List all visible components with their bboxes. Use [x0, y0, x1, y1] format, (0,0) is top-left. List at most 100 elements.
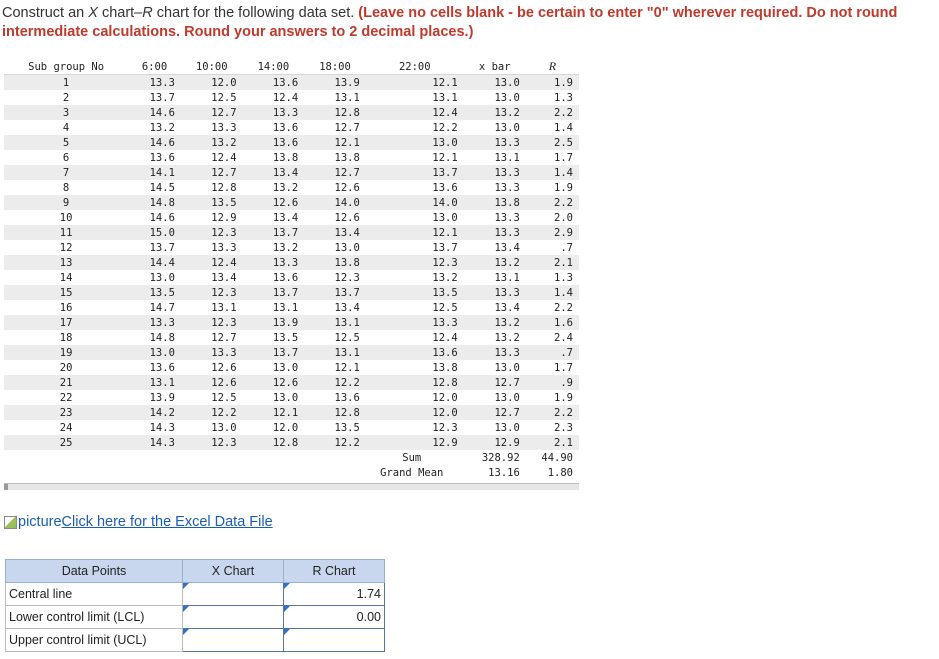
table-cell: 14.1	[128, 165, 181, 180]
table-cell: 2	[4, 90, 129, 105]
table-cell: 13.3	[128, 315, 181, 330]
table-cell: 12.3	[180, 435, 243, 450]
table-cell: 2.1	[525, 435, 579, 450]
x-lcl-input[interactable]	[182, 605, 284, 629]
table-body: 1 13.3 12.0 13.6 13.9 12.1 13.0 1.9 2 13.7 12.5 12.…	[4, 74, 579, 450]
table-cell: 2.1	[525, 255, 579, 270]
table-cell: 13.2	[463, 315, 526, 330]
table-cell: 2.3	[525, 420, 579, 435]
r-ucl-input[interactable]	[283, 628, 385, 652]
table-cell: 13.4	[242, 165, 305, 180]
table-cell: 13.1	[463, 150, 526, 165]
x-central-line-input[interactable]	[182, 582, 284, 606]
col-header-subgroup: Sub group No	[4, 59, 129, 75]
table-cell: 13.4	[242, 210, 305, 225]
table-cell: 12.5	[304, 330, 366, 345]
table-row: 7 14.1 12.7 13.4 12.7 13.7 13.3 1.4	[4, 165, 579, 180]
table-cell: 12.8	[180, 180, 243, 195]
table-cell: 13.3	[463, 180, 526, 195]
table-cell: 14.3	[128, 420, 181, 435]
table-cell: 13.1	[463, 270, 526, 285]
table-cell: 14.0	[304, 195, 366, 210]
table-cell: 13.3	[463, 345, 526, 360]
table-cell: 13.5	[242, 330, 305, 345]
answer-col-r-chart: R Chart	[283, 559, 385, 583]
table-cell: 15	[4, 285, 129, 300]
r-lcl-input[interactable]: 0.00	[283, 605, 385, 629]
table-cell: 12.2	[304, 435, 366, 450]
table-cell: 12.4	[365, 105, 464, 120]
table-cell: 13.0	[128, 270, 181, 285]
table-cell: 1.4	[525, 285, 579, 300]
table-cell: 14.7	[128, 300, 181, 315]
table-cell: 13.3	[463, 225, 526, 240]
table-row: 10 14.6 12.9 13.4 12.6 13.0 13.3 2.0	[4, 210, 579, 225]
table-cell: 14.3	[128, 435, 181, 450]
table-cell: 13.6	[242, 120, 305, 135]
table-cell: 14.0	[365, 195, 464, 210]
r-symbol: R	[142, 5, 153, 21]
table-cell: 1.7	[525, 360, 579, 375]
table-row: 5 14.6 13.2 13.6 12.1 13.0 13.3 2.5	[4, 135, 579, 150]
table-cell: 12.6	[180, 360, 243, 375]
table-row: 2 13.7 12.5 12.4 13.1 13.1 13.0 1.3	[4, 90, 579, 105]
table-cell: 12.9	[180, 210, 243, 225]
table-cell: 12.7	[180, 165, 243, 180]
table-cell: 2.2	[525, 300, 579, 315]
table-cell: 13.6	[242, 135, 305, 150]
central-line-label: Central line	[5, 582, 183, 606]
grand-mean-r: 1.80	[525, 465, 579, 480]
grand-mean-row: Grand Mean 13.16 1.80	[4, 465, 579, 480]
table-cell: 12.3	[180, 315, 243, 330]
horizontal-scrollbar[interactable]	[4, 483, 579, 490]
table-cell: 13.2	[463, 330, 526, 345]
table-cell: 19	[4, 345, 129, 360]
table-cell: 12.4	[180, 150, 243, 165]
input-marker-icon	[284, 606, 290, 612]
table-cell: 13.0	[463, 90, 526, 105]
scrollbar-thumb[interactable]	[4, 484, 8, 490]
col-header-1000: 10:00	[180, 59, 243, 75]
x-symbol: X	[88, 5, 98, 21]
excel-link-text[interactable]: Click here for the Excel Data File	[61, 514, 273, 530]
table-cell: 13.0	[463, 120, 526, 135]
table-cell: 1.7	[525, 150, 579, 165]
table-cell: 13.9	[128, 390, 181, 405]
table-cell: 14.5	[128, 180, 181, 195]
table-row: 16 14.7 13.1 13.1 13.4 12.5 13.4 2.2	[4, 300, 579, 315]
table-cell: 12.6	[242, 195, 305, 210]
table-cell: 13.6	[128, 360, 181, 375]
x-ucl-input[interactable]	[182, 628, 284, 652]
table-cell: 13.9	[304, 74, 366, 90]
table-cell: 13.7	[242, 285, 305, 300]
input-marker-icon	[284, 583, 290, 589]
table-row: 11 15.0 12.3 13.7 13.4 12.1 13.3 2.9	[4, 225, 579, 240]
table-cell: 12.9	[365, 435, 464, 450]
table-cell: 12.3	[180, 285, 243, 300]
table-cell: 2.9	[525, 225, 579, 240]
table-cell: 12.3	[180, 225, 243, 240]
table-cell: 1.4	[525, 120, 579, 135]
table-cell: 13.1	[128, 375, 181, 390]
grand-mean-label: Grand Mean	[365, 465, 464, 480]
table-cell: 12.1	[365, 225, 464, 240]
table-cell: 8	[4, 180, 129, 195]
table-cell: 12.8	[304, 405, 366, 420]
table-cell: 13.4	[463, 300, 526, 315]
table-cell: 13.6	[242, 74, 305, 90]
excel-data-link[interactable]: picture Click here for the Excel Data Fil…	[4, 514, 273, 530]
table-cell: 6	[4, 150, 129, 165]
table-cell: 13	[4, 255, 129, 270]
table-cell: 13.0	[242, 390, 305, 405]
answer-header-row: Data Points X Chart R Chart	[5, 559, 385, 583]
r-central-line-input[interactable]: 1.74	[283, 582, 385, 606]
table-cell: 13.7	[128, 240, 181, 255]
table-cell: 21	[4, 375, 129, 390]
table-cell: 13.0	[365, 210, 464, 225]
ucl-label: Upper control limit (UCL)	[5, 628, 183, 652]
table-row: 6 13.6 12.4 13.8 13.8 12.1 13.1 1.7	[4, 150, 579, 165]
input-marker-icon	[183, 629, 189, 635]
table-cell: 13.1	[304, 345, 366, 360]
table-cell: 13.6	[128, 150, 181, 165]
table-cell: 13.0	[463, 360, 526, 375]
